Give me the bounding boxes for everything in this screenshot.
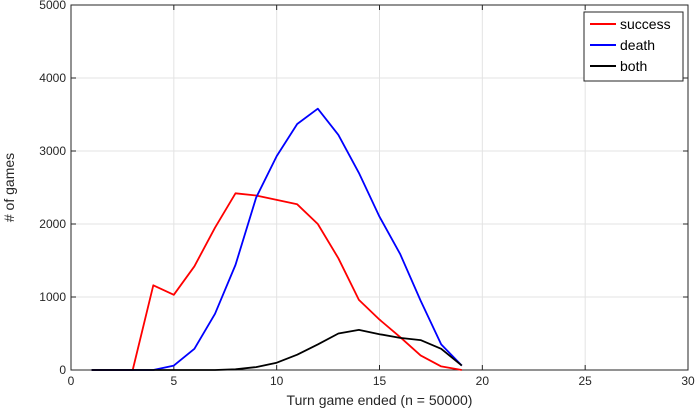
x-tick-label: 20 bbox=[476, 374, 490, 388]
series-lines bbox=[91, 107, 463, 371]
y-tick-label: 2000 bbox=[39, 217, 66, 231]
y-tick-label: 3000 bbox=[39, 144, 66, 158]
legend-label-death: death bbox=[620, 37, 655, 53]
legend-label-success: success bbox=[620, 16, 671, 32]
y-tick-label: 4000 bbox=[39, 71, 66, 85]
legend: success death both bbox=[583, 11, 684, 82]
y-tick-label: 0 bbox=[59, 363, 66, 377]
y-tick-label: 5000 bbox=[39, 0, 66, 12]
x-axis-title: Turn game ended (n = 50000) bbox=[287, 392, 473, 408]
x-tick-label: 15 bbox=[373, 374, 387, 388]
legend-label-both: both bbox=[620, 58, 647, 74]
y-axis-title: # of games bbox=[1, 153, 17, 222]
x-tick-label: 10 bbox=[270, 374, 284, 388]
x-tick-label: 0 bbox=[68, 374, 75, 388]
x-tick-label: 25 bbox=[578, 374, 592, 388]
series-line-both bbox=[91, 328, 463, 371]
y-tick-label: 1000 bbox=[39, 290, 66, 304]
x-tick-label: 30 bbox=[681, 374, 695, 388]
axis-ticks: 0 5 10 15 20 25 30 0 1000 2000 3000 4000 5000 bbox=[39, 0, 695, 388]
x-tick-label: 5 bbox=[170, 374, 177, 388]
